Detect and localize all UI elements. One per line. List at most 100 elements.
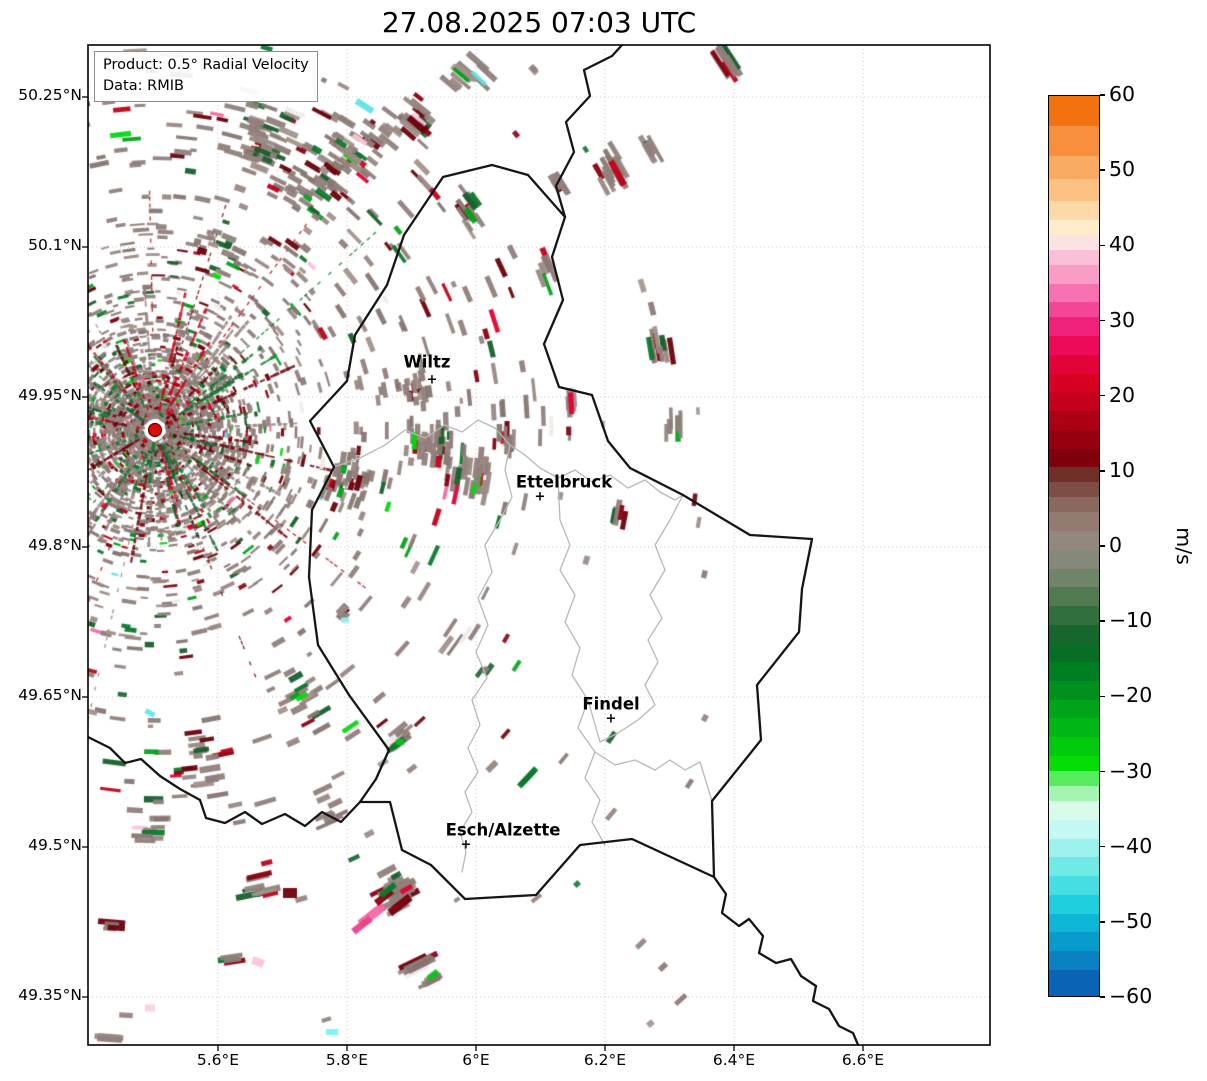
colorbar-segment [1049, 699, 1099, 719]
colorbar-segment [1049, 354, 1099, 374]
colorbar-segment [1049, 448, 1099, 468]
colorbar-segment [1049, 624, 1099, 644]
city-label: Wiltz [403, 352, 451, 372]
colorbar-tick-mark [1100, 695, 1105, 698]
x-axis-tick-label: 6.6°E [841, 1051, 885, 1069]
colorbar-segment [1049, 951, 1099, 971]
colorbar-segment [1049, 894, 1099, 914]
colorbar-unit-label: m/s [1172, 527, 1196, 565]
colorbar-segment [1049, 801, 1099, 821]
y-axis-tick-label: 50.25°N [18, 86, 82, 104]
colorbar-segment [1049, 786, 1099, 802]
colorbar-segment [1049, 373, 1099, 393]
y-axis-tick-label: 49.95°N [18, 386, 82, 404]
colorbar-segment [1049, 283, 1099, 303]
city-marker: + [605, 711, 617, 727]
colorbar-tick-mark [1100, 770, 1105, 773]
colorbar-tick-label: 50 [1109, 157, 1136, 182]
colorbar-segment [1049, 568, 1099, 588]
y-axis-tick-label: 49.8°N [28, 536, 82, 554]
colorbar-segment [1049, 249, 1099, 266]
colorbar-tick-label: 10 [1109, 457, 1136, 482]
y-axis-tick-label: 49.5°N [28, 836, 82, 854]
colorbar-segment [1049, 819, 1099, 839]
colorbar-segment [1049, 913, 1099, 933]
colorbar-tick-mark [1100, 94, 1105, 96]
colorbar-tick-label: −50 [1109, 908, 1153, 933]
colorbar-tick-label: −20 [1109, 683, 1153, 708]
colorbar-segment [1049, 932, 1099, 952]
colorbar-segment [1049, 96, 1099, 127]
colorbar-segment [1049, 587, 1099, 607]
colorbar-segment [1049, 234, 1099, 251]
city-marker: + [460, 837, 472, 853]
colorbar-tick-mark [1100, 319, 1105, 322]
colorbar-tick-label: 20 [1109, 382, 1136, 407]
colorbar-tick-label: −40 [1109, 833, 1153, 858]
colorbar-segment [1049, 336, 1099, 356]
colorbar-segment [1049, 411, 1099, 431]
colorbar-tick-label: 30 [1109, 307, 1136, 332]
colorbar-segment [1049, 643, 1099, 663]
colorbar-tick-mark [1100, 244, 1105, 247]
city-label: Ettelbruck [515, 472, 613, 492]
plot-title: 27.08.2025 07:03 UTC [381, 6, 697, 39]
colorbar-segment [1049, 178, 1099, 202]
y-axis-tick-label: 49.35°N [18, 986, 82, 1004]
radar-echo-layer [88, 45, 990, 1045]
colorbar-segment [1049, 771, 1099, 787]
colorbar-segment [1049, 876, 1099, 896]
product-info-box: Product: 0.5° Radial Velocity Data: RMIB [94, 51, 318, 103]
colorbar-tick-label: 0 [1109, 533, 1123, 557]
colorbar-tick-label: −60 [1109, 984, 1153, 1008]
colorbar-tick-mark [1100, 545, 1105, 547]
colorbar-tick-label: −30 [1109, 758, 1153, 783]
x-axis-tick-label: 6.4°E [712, 1051, 756, 1069]
x-axis-tick-label: 5.8°E [325, 1051, 369, 1069]
colorbar-tick-mark [1100, 921, 1105, 923]
colorbar-tick-label: −10 [1109, 608, 1153, 633]
colorbar-segment [1049, 467, 1099, 483]
colorbar-segment [1049, 549, 1099, 569]
colorbar-tick-mark [1100, 470, 1105, 472]
colorbar-tick-mark [1100, 996, 1105, 998]
colorbar-segment [1049, 201, 1099, 221]
colorbar-segment [1049, 681, 1099, 701]
colorbar-segment [1049, 737, 1099, 757]
colorbar-segment [1049, 126, 1099, 157]
y-axis-tick-label: 50.1°N [28, 236, 82, 254]
y-axis-tick-label: 49.65°N [18, 686, 82, 704]
colorbar-segment [1049, 838, 1099, 858]
product-label: Product: 0.5° Radial Velocity [103, 57, 309, 73]
colorbar-segment [1049, 718, 1099, 738]
colorbar-tick-mark [1100, 620, 1105, 622]
colorbar-segment [1049, 969, 1099, 996]
colorbar-tick-label: 60 [1109, 82, 1136, 106]
colorbar-segment [1049, 531, 1099, 551]
x-axis-tick-label: 6°E [462, 1051, 490, 1069]
colorbar-segment [1049, 156, 1099, 179]
colorbar-segment [1049, 392, 1099, 412]
city-marker: + [426, 372, 438, 388]
colorbar-segment [1049, 317, 1099, 337]
colorbar-segment [1049, 606, 1099, 626]
colorbar-tick-mark [1100, 845, 1105, 848]
colorbar-segment [1049, 512, 1099, 532]
colorbar-segment [1049, 662, 1099, 682]
x-axis-tick-label: 6.2°E [583, 1051, 627, 1069]
colorbar-segment [1049, 497, 1099, 513]
colorbar-segment [1049, 482, 1099, 498]
colorbar-segment [1049, 264, 1099, 284]
city-label: Findel [582, 694, 640, 714]
colorbar-tick-mark [1100, 169, 1105, 171]
x-axis-tick-label: 5.6°E [196, 1051, 240, 1069]
colorbar-tick-label: 40 [1109, 232, 1136, 257]
city-label: Esch/Alzette [445, 820, 561, 840]
colorbar-gradient [1048, 95, 1100, 997]
colorbar-tick-mark [1100, 394, 1105, 397]
colorbar-segment [1049, 429, 1099, 449]
city-marker: + [534, 489, 546, 505]
colorbar-segment [1049, 857, 1099, 877]
colorbar-segment [1049, 219, 1099, 236]
